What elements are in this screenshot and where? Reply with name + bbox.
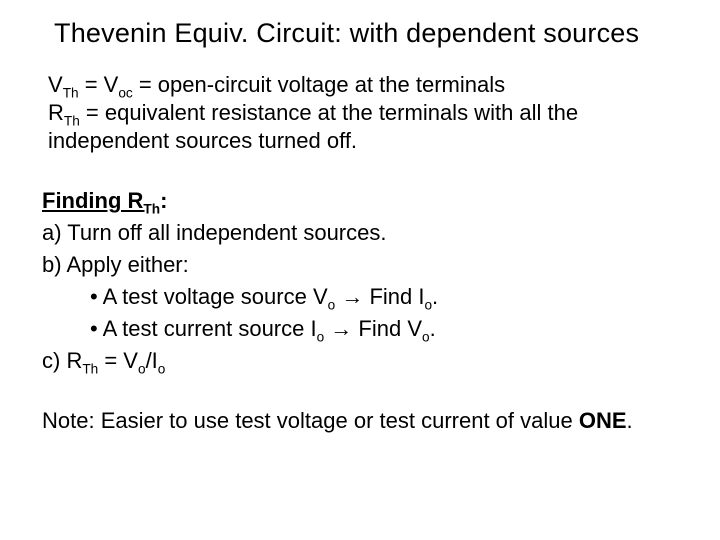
finding-block: Finding RTh: a) Turn off all independent… (42, 185, 680, 376)
bullet-2: • A test current source Io → Find Vo. (42, 313, 680, 345)
slide: Thevenin Equiv. Circuit: with dependent … (0, 0, 720, 540)
b2-end: . (430, 316, 436, 341)
c-mid: = V (98, 348, 138, 373)
note-one: ONE (579, 408, 627, 433)
b1-pre: • A test voltage source V (90, 284, 328, 309)
b2-mid2: Find V (352, 316, 422, 341)
rth-r: R (48, 100, 64, 125)
rth-rest: = equivalent resistance at the terminals… (48, 100, 578, 153)
c-sub1: Th (82, 361, 98, 376)
voc-sub: oc (118, 85, 132, 100)
c-mid2: /I (146, 348, 158, 373)
c-sub2: o (138, 361, 146, 376)
vth-line: VTh = Voc = open-circuit voltage at the … (48, 71, 680, 99)
bullet-1: • A test voltage source Vo → Find Io. (42, 281, 680, 313)
arrow-icon: → (341, 284, 363, 309)
rth-line: RTh = equivalent resistance at the termi… (48, 99, 680, 155)
note-pre: Note: Easier to use test voltage or test… (42, 408, 579, 433)
definitions-block: VTh = Voc = open-circuit voltage at the … (48, 71, 680, 155)
step-a: a) Turn off all independent sources. (42, 217, 680, 249)
b1-mid2: Find I (363, 284, 424, 309)
vth-sub: Th (63, 85, 79, 100)
vth-v: V (48, 72, 63, 97)
finding-pre: Finding R (42, 188, 143, 213)
rth-sub: Th (64, 114, 80, 129)
b2-sub2: o (422, 329, 430, 344)
b1-end: . (432, 284, 438, 309)
slide-title: Thevenin Equiv. Circuit: with dependent … (54, 18, 680, 49)
finding-sub: Th (143, 202, 160, 217)
finding-colon: : (160, 188, 167, 213)
finding-heading: Finding RTh: (42, 185, 680, 217)
b1-sub2: o (424, 298, 432, 313)
note-block: Note: Easier to use test voltage or test… (42, 407, 680, 435)
c-pre: c) R (42, 348, 82, 373)
step-b: b) Apply either: (42, 249, 680, 281)
voc-rest: = open-circuit voltage at the terminals (133, 72, 505, 97)
voc-eq: = V (79, 72, 119, 97)
c-sub3: o (158, 361, 166, 376)
step-c: c) RTh = Vo/Io (42, 345, 680, 377)
arrow-icon: → (330, 316, 352, 341)
note-end: . (627, 408, 633, 433)
b2-pre: • A test current source I (90, 316, 317, 341)
